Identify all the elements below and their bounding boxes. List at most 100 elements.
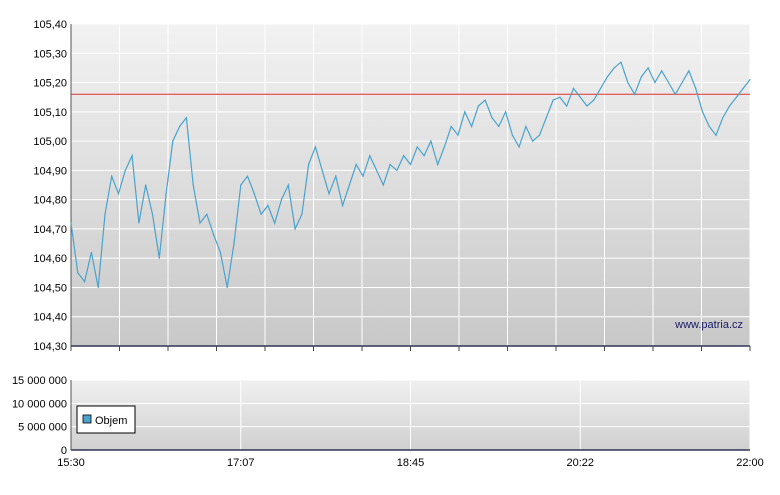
price-data-point — [620, 61, 622, 63]
price-data-point — [348, 184, 350, 186]
price-data-point — [165, 193, 167, 195]
x-tick-label: 22:00 — [736, 457, 764, 469]
price-data-point — [172, 140, 174, 142]
x-tick-label: 18:45 — [397, 457, 425, 469]
price-data-point — [525, 125, 527, 128]
price-data-point — [504, 111, 507, 113]
price-y-tick-label: 104,70 — [33, 224, 67, 236]
price-data-point — [742, 87, 744, 89]
price-data-point — [681, 81, 683, 84]
price-data-point — [280, 199, 283, 201]
price-data-point — [369, 155, 371, 157]
price-y-tick-label: 105,10 — [33, 107, 67, 119]
price-data-point — [688, 70, 690, 72]
x-tick-label: 17:07 — [227, 457, 255, 469]
price-data-point — [749, 79, 751, 81]
price-y-tick-label: 105,00 — [33, 136, 67, 148]
price-data-point — [701, 111, 704, 113]
price-data-point — [667, 81, 670, 84]
price-data-point — [83, 281, 86, 283]
price-data-point — [77, 272, 79, 274]
price-y-ticks: 104,30 104,40 104,50 104,60 104,70 104,80 104,… — [33, 19, 67, 353]
price-data-point — [579, 96, 581, 98]
price-data-point — [491, 117, 493, 119]
price-data-point — [246, 175, 249, 177]
price-y-tick-label: 105,40 — [33, 19, 67, 31]
price-data-point — [532, 140, 534, 142]
price-data-point — [613, 67, 615, 69]
price-data-point — [552, 99, 554, 101]
price-data-point — [267, 204, 269, 207]
price-data-point — [627, 81, 629, 84]
price-y-tick-label: 104,80 — [33, 195, 67, 207]
price-data-point — [640, 76, 642, 78]
price-data-point — [199, 222, 201, 224]
price-data-point — [518, 146, 520, 148]
price-data-point — [409, 163, 412, 166]
price-data-point — [593, 99, 595, 101]
price-data-point — [260, 213, 262, 215]
price-data-point — [484, 99, 486, 101]
price-data-point — [423, 155, 425, 157]
price-data-point — [437, 163, 439, 166]
price-data-point — [695, 87, 697, 89]
price-data-point — [253, 193, 255, 195]
price-data-point — [600, 87, 602, 89]
price-data-point — [212, 234, 215, 236]
price-data-point — [335, 175, 337, 177]
price-data-point — [450, 125, 452, 128]
price-data-point — [545, 117, 547, 119]
volume-y-tick-label: 15 000 000 — [12, 375, 67, 387]
price-data-point — [382, 184, 384, 186]
price-data-point — [538, 134, 541, 136]
x-tick-label: 15:30 — [57, 457, 85, 469]
price-data-point — [124, 169, 126, 171]
price-data-point — [375, 169, 378, 171]
price-data-point — [355, 163, 357, 166]
price-data-point — [396, 169, 398, 171]
price-data-point — [308, 163, 310, 166]
price-y-tick-label: 104,90 — [33, 165, 67, 177]
price-data-point — [219, 251, 221, 253]
price-data-point — [111, 175, 113, 177]
price-y-tick-label: 104,50 — [33, 282, 67, 294]
price-data-point — [104, 213, 106, 215]
price-y-tick-label: 104,30 — [33, 341, 67, 353]
price-series-points — [70, 61, 751, 289]
legend-label: Objem — [95, 415, 127, 427]
price-data-point — [294, 228, 296, 230]
price-data-point — [301, 213, 303, 215]
price-data-point — [735, 96, 738, 98]
price-data-point — [654, 81, 656, 84]
price-data-point — [471, 125, 473, 128]
price-data-point — [661, 70, 663, 72]
price-data-point — [416, 146, 418, 148]
price-data-point — [314, 146, 317, 148]
price-y-tick-label: 104,60 — [33, 253, 67, 265]
price-data-point — [158, 257, 160, 259]
price-data-point — [206, 213, 208, 215]
price-data-point — [226, 286, 228, 289]
price-data-point — [722, 117, 724, 119]
price-data-point — [633, 93, 636, 95]
price-y-tick-label: 105,30 — [33, 48, 67, 60]
price-x-tick-marks — [70, 346, 751, 351]
price-data-point — [403, 155, 405, 157]
price-data-point — [647, 67, 649, 69]
price-data-point — [145, 184, 147, 186]
price-data-point — [430, 140, 432, 142]
price-data-point — [457, 134, 459, 136]
price-data-point — [192, 184, 194, 186]
price-y-tick-label: 104,40 — [33, 312, 67, 324]
price-data-point — [498, 125, 500, 128]
price-data-point — [240, 184, 242, 186]
price-data-point — [179, 125, 181, 128]
price-data-point — [606, 76, 609, 78]
price-data-point — [138, 222, 140, 224]
price-y-tick-label: 105,20 — [33, 78, 67, 90]
price-data-point — [566, 105, 568, 107]
price-data-point — [572, 87, 575, 89]
price-data-point — [274, 222, 276, 224]
price-data-point — [477, 105, 479, 107]
